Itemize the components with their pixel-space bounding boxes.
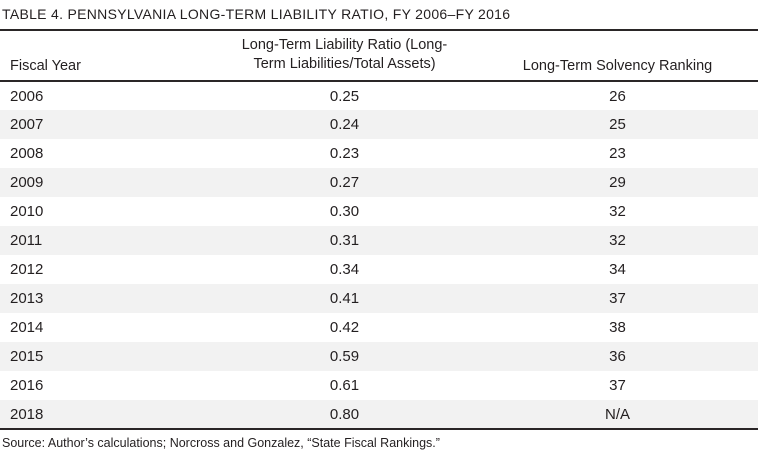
cell-fiscal-year: 2009 [10, 174, 44, 191]
table-row: 2007 0.24 25 [0, 110, 758, 139]
cell-ratio: 0.31 [329, 232, 360, 249]
header-fiscal-year: Fiscal Year [0, 31, 212, 82]
header-ranking: Long-Term Solvency Ranking [477, 31, 758, 82]
cell-ratio: 0.24 [329, 116, 360, 133]
cell-fiscal-year: 2018 [10, 405, 44, 423]
cell-ranking: 23 [609, 145, 626, 162]
table-body: 2006 0.25 26 2007 0.24 25 2008 0.23 23 2… [0, 81, 758, 429]
cell-ranking: 37 [609, 377, 626, 394]
cell-fiscal-year: 2011 [10, 232, 43, 249]
cell-ratio: 0.34 [329, 261, 360, 278]
cell-ratio: 0.80 [329, 405, 360, 423]
table-row: 2013 0.41 37 [0, 284, 758, 313]
header-row: Fiscal Year Long-Term Liability Ratio (L… [0, 31, 758, 82]
table-row: 2015 0.59 36 [0, 342, 758, 371]
table-row: 2008 0.23 23 [0, 139, 758, 168]
cell-ratio: 0.30 [329, 203, 360, 220]
cell-ranking: 25 [609, 116, 626, 133]
cell-ratio: 0.42 [329, 319, 360, 336]
cell-ratio: 0.41 [329, 290, 360, 307]
table-row: 2011 0.31 32 [0, 226, 758, 255]
table-row: 2009 0.27 29 [0, 168, 758, 197]
cell-fiscal-year: 2006 [10, 87, 44, 105]
table-row: 2010 0.30 32 [0, 197, 758, 226]
cell-fiscal-year: 2014 [10, 319, 44, 336]
liability-table: Fiscal Year Long-Term Liability Ratio (L… [0, 31, 758, 430]
cell-ranking: 32 [609, 232, 626, 249]
cell-fiscal-year: 2013 [10, 290, 44, 307]
cell-ratio: 0.59 [329, 348, 360, 365]
cell-ratio: 0.61 [329, 377, 360, 394]
cell-fiscal-year: 2016 [10, 377, 44, 394]
cell-ranking: 37 [609, 290, 626, 307]
cell-fiscal-year: 2015 [10, 348, 44, 365]
cell-ranking: N/A [604, 405, 630, 423]
cell-ranking: 29 [609, 174, 626, 191]
table-row: 2012 0.34 34 [0, 255, 758, 284]
source-note: Source: Author’s calculations; Norcross … [2, 436, 440, 450]
cell-ratio: 0.25 [329, 87, 360, 105]
cell-ranking: 32 [609, 203, 626, 220]
cell-ranking: 38 [609, 319, 626, 336]
header-ratio-line1: Long-Term Liability Ratio (Long- [241, 37, 448, 53]
cell-fiscal-year: 2010 [10, 203, 44, 220]
header-ratio: Long-Term Liability Ratio (Long- Term Li… [212, 31, 477, 82]
cell-ranking: 34 [609, 261, 626, 278]
table-title: TABLE 4. PENNSYLVANIA LONG-TERM LIABILIT… [0, 0, 758, 31]
header-ratio-line2: Term Liabilities/Total Assets) [253, 56, 436, 72]
cell-fiscal-year: 2008 [10, 145, 44, 162]
table-row: 2014 0.42 38 [0, 313, 758, 342]
cell-ratio: 0.27 [329, 174, 360, 191]
cell-ranking: 36 [609, 348, 626, 365]
table-figure: TABLE 4. PENNSYLVANIA LONG-TERM LIABILIT… [0, 0, 758, 450]
cell-ranking: 26 [609, 87, 626, 105]
cell-fiscal-year: 2007 [10, 116, 44, 133]
table-row: 2016 0.61 37 [0, 371, 758, 400]
cell-fiscal-year: 2012 [10, 261, 44, 278]
table-row: 2006 0.25 26 [0, 81, 758, 110]
table-row: 2018 0.80 N/A [0, 400, 758, 429]
cell-ratio: 0.23 [329, 145, 360, 162]
